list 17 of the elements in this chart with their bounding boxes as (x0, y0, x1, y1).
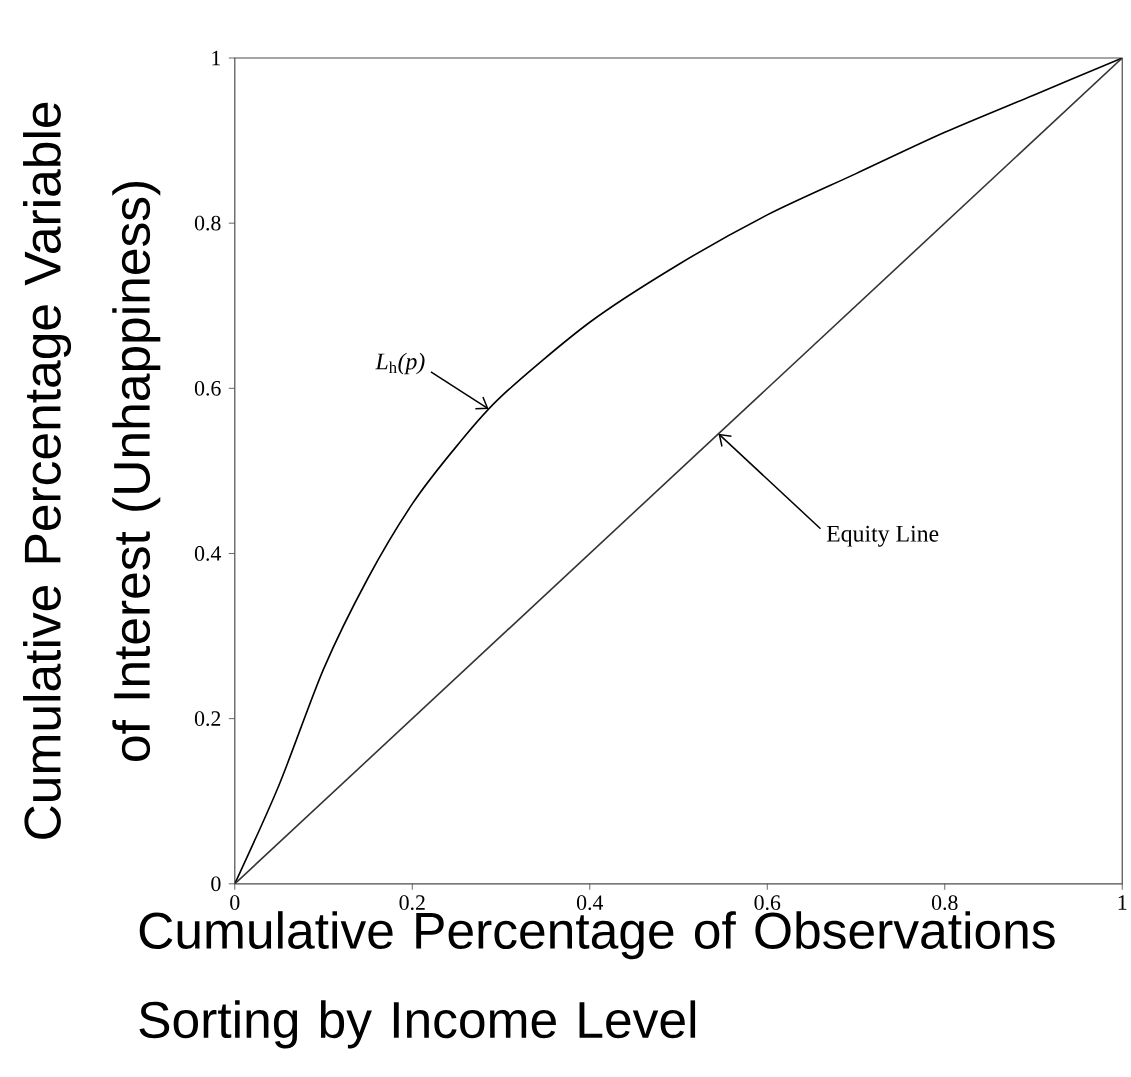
x-tick-label: 0.4 (576, 895, 604, 911)
x-tick-label: 0 (230, 895, 240, 911)
x-tick-label: 0.6 (754, 895, 781, 911)
y-tick-label: 0 (211, 876, 221, 892)
x-axis-title: Cumulative Percentage of Observations Sorting by Income Level (139, 911, 1055, 1049)
x-tick-label: 1 (1118, 895, 1127, 910)
y-tick-label: 0.6 (194, 381, 221, 396)
y-tick-label: 0.8 (194, 215, 221, 231)
x-tick-label: 0.8 (931, 895, 958, 911)
y-axis-title: Cumulative Percentage Variable of Interest (Unhappiness) (23, 102, 161, 839)
y-tick-label: 0.4 (194, 546, 222, 561)
annotation: L$_{h}$(p) (375, 352, 425, 375)
y-tick-label: 0.2 (194, 711, 221, 727)
annotation: Equity Line (826, 525, 939, 547)
y-tick-label: 1 (212, 50, 221, 66)
line-series (234, 58, 1123, 884)
x-tick-label: 0.2 (399, 895, 425, 911)
